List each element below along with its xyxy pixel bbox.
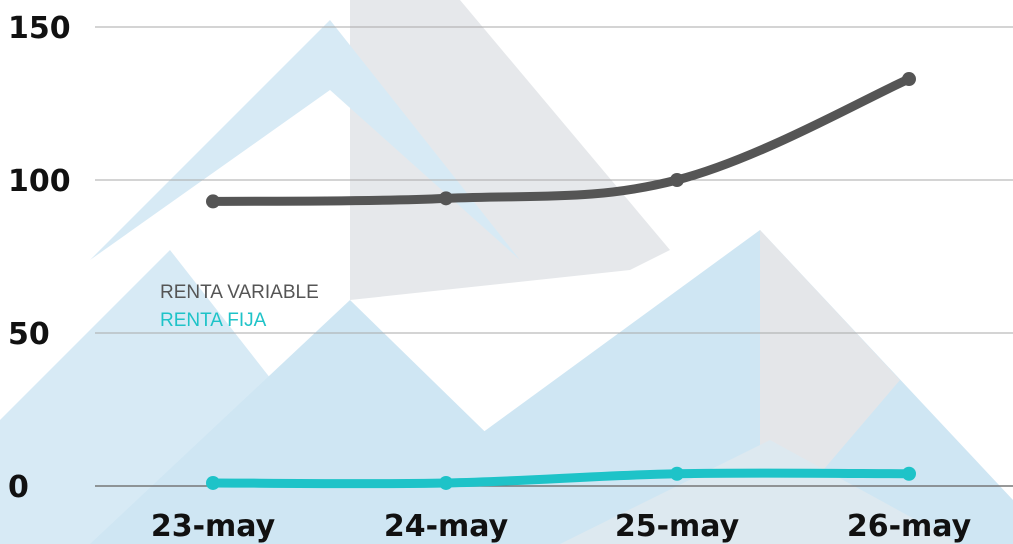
series-line-0	[208, 74, 914, 206]
series-group	[206, 72, 916, 490]
data-point	[206, 194, 220, 209]
legend-entry-renta-fija: RENTA FIJA	[160, 310, 267, 331]
watermark-shape	[350, 0, 670, 300]
y-tick-label: 50	[8, 317, 50, 352]
y-tick-label: 150	[8, 11, 71, 46]
legend-entry-renta-variable: RENTA VARIABLE	[160, 282, 319, 303]
watermark-shape	[90, 20, 520, 260]
data-point	[670, 173, 684, 187]
x-tick-label: 23-may	[151, 509, 276, 544]
y-axis-ticks: 0 50 100 150	[8, 11, 71, 505]
watermark-shape	[560, 440, 960, 544]
legend: RENTA VARIABLE RENTA FIJA	[160, 282, 319, 331]
data-point	[439, 475, 453, 490]
x-tick-label: 26-may	[847, 509, 972, 544]
data-point	[206, 475, 220, 490]
x-axis-ticks: 23-may 24-may 25-may 26-may	[151, 509, 972, 544]
data-point	[439, 191, 453, 206]
y-tick-label: 0	[8, 470, 29, 505]
y-tick-label: 100	[8, 164, 71, 199]
watermark-shape	[330, 230, 1013, 544]
data-point	[902, 466, 916, 481]
x-tick-label: 24-may	[384, 509, 509, 544]
data-point	[902, 72, 916, 87]
data-point	[670, 466, 684, 481]
series-line-1	[208, 468, 914, 489]
x-tick-label: 25-may	[615, 509, 740, 544]
